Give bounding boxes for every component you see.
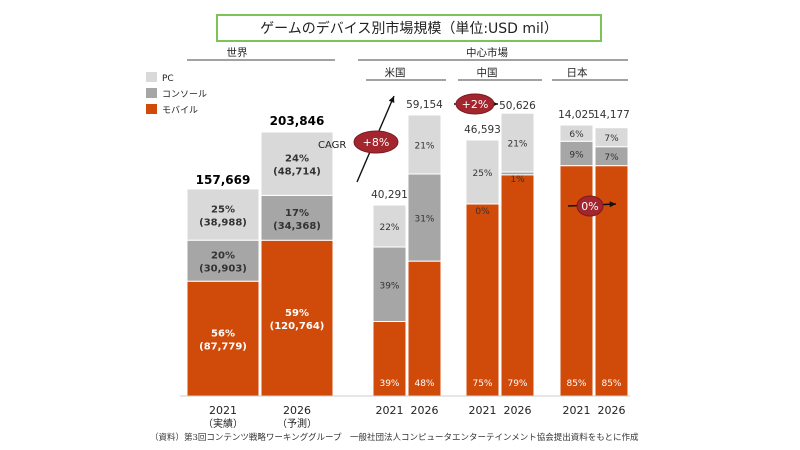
cagr-arrow-japan-head [609, 201, 616, 208]
x-tick-label: 2021 [469, 404, 497, 417]
legend-label-1: コンソール [162, 90, 207, 100]
segment-pct-label: 48% [414, 379, 434, 389]
bar-segment-米国-2026-モバイル [407, 260, 442, 397]
segment-pct-label: 24% [285, 154, 309, 165]
segment-pct-label: 56% [211, 329, 235, 340]
bar-segment-世界-2021-PC [186, 188, 260, 241]
segment-pct-label: 0% [475, 207, 490, 217]
segment-value-label: (34,368) [273, 221, 321, 232]
x-tick-label: 2021 [563, 404, 591, 417]
legend-label-2: モバイル [162, 105, 198, 116]
segment-pct-label: 85% [566, 379, 586, 389]
bar-total-label: 59,154 [406, 99, 443, 111]
bar-segment-米国-2021-PC [372, 204, 407, 248]
cagr-badge-china-text: +2% [462, 98, 489, 111]
x-tick-label: 2021 [209, 404, 237, 417]
chart-title: ゲームのデバイス別市場規模（単位:USD mil） [216, 14, 602, 42]
legend-swatch-1 [146, 88, 157, 98]
x-tick-label: 2021 [376, 404, 404, 417]
x-tick-label: 2026 [411, 404, 439, 417]
segment-pct-label: 39% [379, 379, 399, 389]
bar-total-label: 14,025 [558, 109, 595, 121]
segment-value-label: (87,779) [199, 342, 247, 353]
cagr-arrow-us-head [388, 96, 395, 103]
bar-segment-世界-2026-モバイル [260, 239, 334, 397]
segment-pct-label: 20% [211, 251, 235, 262]
segment-pct-label: 75% [472, 379, 492, 389]
x-tick-label: 2026 [598, 404, 626, 417]
x-tick-label: 2026 [283, 404, 311, 417]
bar-segment-日本-2021-PC [559, 124, 594, 142]
segment-pct-label: 79% [507, 379, 527, 389]
cagr-badge-japan [576, 195, 604, 217]
segment-value-label: (48,714) [273, 167, 321, 178]
segment-pct-label: 22% [379, 223, 399, 233]
bar-segment-中国-2021-モバイル [465, 203, 500, 397]
bar-total-label: 203,846 [270, 114, 325, 128]
segment-pct-label: 21% [414, 142, 434, 152]
x-tick-sublabel: （予測） [277, 417, 317, 430]
bar-segment-日本-2026-PC [594, 127, 629, 148]
cagr-badge-us-text: +8% [363, 136, 390, 149]
segment-pct-label: 21% [507, 140, 527, 150]
bar-segment-世界-2021-コンソール [186, 239, 260, 282]
segment-value-label: (30,903) [199, 264, 247, 275]
legend-label-0: PC [162, 74, 174, 84]
legend-swatch-2 [146, 104, 157, 114]
bar-segment-世界-2026-コンソール [260, 194, 334, 241]
bar-segment-中国-2026-PC [500, 112, 535, 173]
segment-pct-label: 7% [604, 153, 619, 163]
segment-pct-label: 17% [285, 208, 309, 219]
segment-pct-label: 7% [604, 134, 619, 144]
cagr-badge-us [353, 130, 399, 154]
segment-pct-label: 39% [379, 281, 399, 291]
bar-segment-米国-2026-コンソール [407, 173, 442, 262]
segment-pct-label: 25% [472, 169, 492, 179]
bar-segment-中国-2021-PC [465, 139, 500, 205]
bar-segment-米国-2026-PC [407, 114, 442, 175]
bar-total-label: 40,291 [371, 189, 408, 201]
source-note: （資料）第3回コンテンツ戦略ワーキンググループ 一般社団法人コンピュータエンター… [150, 433, 639, 443]
bar-total-label: 46,593 [464, 124, 501, 136]
segment-value-label: (120,764) [270, 321, 325, 332]
cagr-label: CAGR [318, 140, 346, 151]
group-header-world: 世界 [227, 47, 248, 59]
x-tick-sublabel: （実績） [203, 417, 243, 430]
segment-pct-label: 59% [285, 308, 309, 319]
segment-pct-label: 9% [569, 150, 584, 160]
bar-segment-世界-2026-PC [260, 131, 334, 196]
segment-pct-label: 1% [510, 175, 525, 185]
segment-pct-label: 6% [569, 130, 584, 140]
group-header-us: 米国 [385, 66, 406, 79]
group-header-china: 中国 [477, 66, 498, 79]
bar-total-label: 157,669 [196, 173, 251, 187]
segment-pct-label: 25% [211, 205, 235, 216]
x-tick-label: 2026 [504, 404, 532, 417]
segment-value-label: (38,988) [199, 218, 247, 229]
bar-total-label: 14,177 [593, 109, 630, 121]
segment-pct-label: 31% [414, 215, 434, 225]
bar-total-label: 50,626 [499, 100, 536, 112]
bar-segment-中国-2026-モバイル [500, 174, 535, 397]
cagr-badge-china [455, 93, 495, 115]
group-header-japan: 日本 [567, 66, 588, 79]
legend-swatch-0 [146, 72, 157, 82]
cagr-badge-japan-text: 0% [581, 200, 598, 213]
bar-segment-世界-2021-モバイル [186, 280, 260, 397]
segment-pct-label: 85% [601, 379, 621, 389]
group-header-key_markets: 中心市場 [466, 46, 508, 59]
